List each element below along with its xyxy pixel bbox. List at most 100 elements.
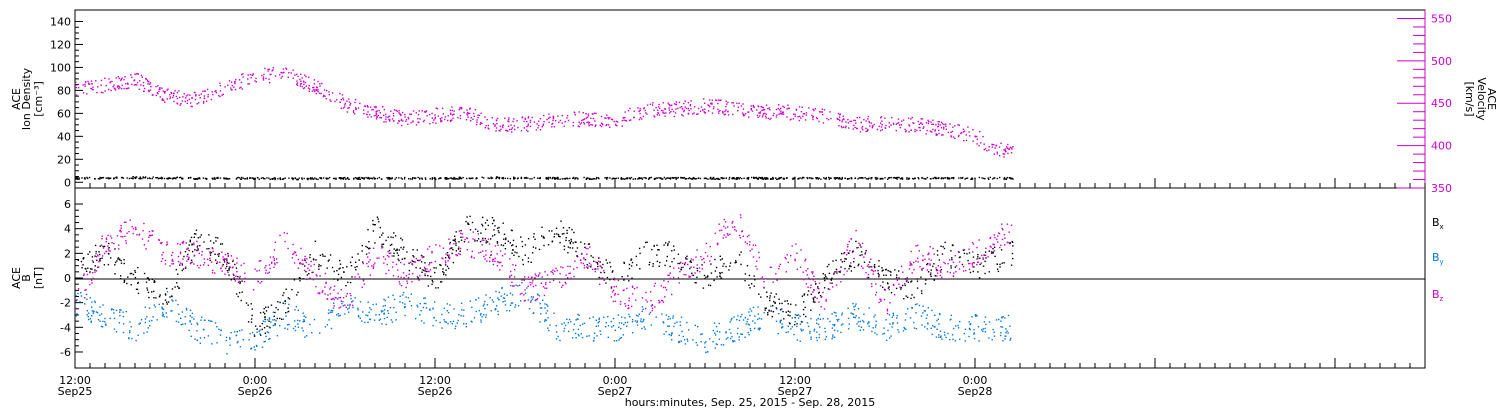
bz-point — [969, 262, 971, 265]
velocity-point — [675, 103, 677, 105]
velocity-point — [850, 120, 853, 123]
by-point — [725, 338, 728, 340]
bx-point — [130, 284, 132, 286]
velocity-point — [901, 120, 903, 122]
bx-point — [492, 235, 494, 237]
velocity-point — [750, 108, 752, 110]
by-point — [744, 316, 746, 319]
by-point — [443, 319, 445, 321]
velocity-point — [162, 90, 164, 92]
bz-point — [996, 238, 998, 241]
velocity-point — [247, 74, 249, 76]
by-point — [276, 335, 279, 337]
velocity-point — [251, 74, 253, 76]
bx-point — [988, 271, 990, 273]
bz-point — [976, 246, 978, 249]
bx-point — [101, 257, 103, 259]
bz-point — [1001, 227, 1003, 230]
by-point — [485, 294, 487, 296]
bz-point — [545, 287, 548, 289]
by-point — [738, 336, 740, 338]
velocity-point — [205, 100, 208, 102]
bx-point — [194, 249, 196, 251]
by-point — [922, 312, 924, 314]
velocity-point — [173, 100, 175, 103]
bz-point — [294, 251, 296, 253]
bx-point — [279, 317, 281, 320]
bx-point — [268, 320, 270, 322]
velocity-point — [261, 74, 263, 77]
by-point — [612, 325, 615, 327]
by-point — [286, 328, 289, 330]
bz-point — [221, 251, 223, 253]
bx-point — [305, 270, 307, 273]
density-point — [669, 177, 672, 179]
bx-point — [613, 278, 615, 281]
by-point — [409, 300, 411, 302]
velocity-point — [1011, 147, 1013, 149]
velocity-point — [459, 117, 462, 120]
by-point — [433, 316, 435, 319]
bz-point — [585, 247, 587, 250]
bx-point — [496, 242, 499, 244]
by-point — [733, 316, 735, 318]
by-point — [1000, 320, 1002, 322]
density-point — [712, 176, 715, 179]
bz-point — [709, 260, 711, 262]
by-point — [359, 317, 361, 319]
bx-point — [725, 265, 727, 268]
bx-point — [601, 267, 603, 269]
bz-point — [870, 258, 872, 260]
by-point — [875, 320, 877, 322]
bz-point — [372, 247, 375, 249]
bz-point — [116, 235, 119, 237]
by-point — [419, 314, 421, 316]
bx-point — [80, 260, 83, 263]
by-point — [545, 312, 547, 314]
by-point — [969, 328, 971, 331]
velocity-point — [391, 118, 394, 120]
by-point — [577, 313, 579, 316]
bx-point — [769, 299, 771, 302]
density-point — [366, 177, 369, 180]
density-point — [906, 177, 908, 179]
by-point — [641, 310, 643, 312]
velocity-point — [988, 146, 990, 148]
density-point — [834, 178, 836, 180]
by-point — [326, 324, 328, 326]
velocity-point — [349, 102, 352, 105]
bx-point — [729, 262, 732, 264]
by-point — [825, 336, 828, 338]
velocity-point — [485, 125, 487, 127]
bx-point — [696, 270, 699, 272]
velocity-point — [329, 99, 331, 101]
velocity-point — [757, 116, 759, 118]
by-point — [758, 317, 761, 320]
by-point — [563, 330, 565, 332]
by-point — [469, 300, 471, 302]
velocity-point — [763, 113, 765, 115]
velocity-point — [684, 106, 686, 108]
velocity-point — [943, 123, 945, 126]
bz-point — [101, 255, 104, 257]
by-point — [991, 339, 993, 341]
bx-point — [665, 260, 668, 262]
density-point — [358, 177, 360, 179]
density-point — [551, 177, 553, 180]
velocity-point — [294, 74, 296, 76]
bz-point — [948, 259, 951, 261]
bx-point — [834, 271, 836, 273]
velocity-point — [838, 116, 841, 118]
by-point — [927, 307, 929, 309]
bx-point — [511, 244, 513, 247]
velocity-point — [588, 123, 590, 125]
velocity-point — [104, 77, 106, 79]
bz-point — [1010, 224, 1013, 226]
by-point — [642, 320, 645, 322]
bx-point — [502, 244, 505, 247]
bz-point — [615, 285, 618, 288]
bx-point — [137, 281, 140, 284]
by-point — [688, 329, 690, 331]
bx-point — [992, 248, 994, 250]
density-point — [994, 177, 996, 179]
